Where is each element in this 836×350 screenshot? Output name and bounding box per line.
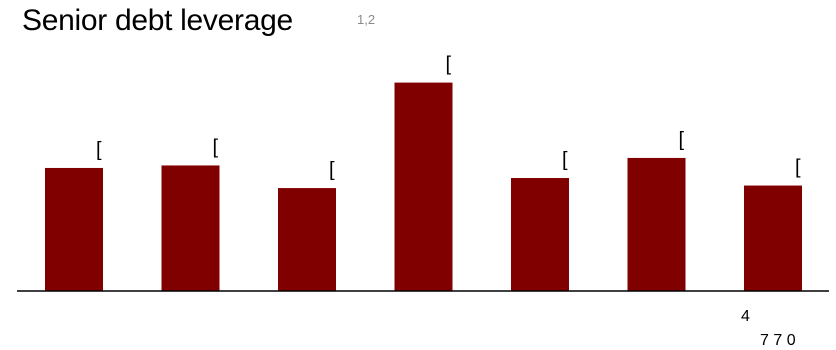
bar-7 [744,185,802,291]
bar-data-label-1: [ [96,139,102,161]
bar-6 [627,157,686,291]
bar-data-label-6: [ [679,129,685,151]
bar-data-label-2: [ [213,136,219,158]
chart-title: Senior debt leverage [22,4,293,37]
title-footnote-ref: 1,2 [357,12,376,27]
bar-5 [511,178,569,291]
bar-data-label-5: [ [562,149,568,171]
bar-2 [161,165,220,291]
bar-data-label-4: [ [446,54,452,76]
bar-data-label-7: [ [795,157,801,179]
bar-data-label-3: [ [329,159,335,181]
x-tick-label-2: 7 7 0 [760,332,796,349]
bar-3 [278,188,336,291]
x-tick-label-1: 4 [741,308,750,325]
bar-1 [45,167,103,291]
bar-4 [394,82,453,291]
